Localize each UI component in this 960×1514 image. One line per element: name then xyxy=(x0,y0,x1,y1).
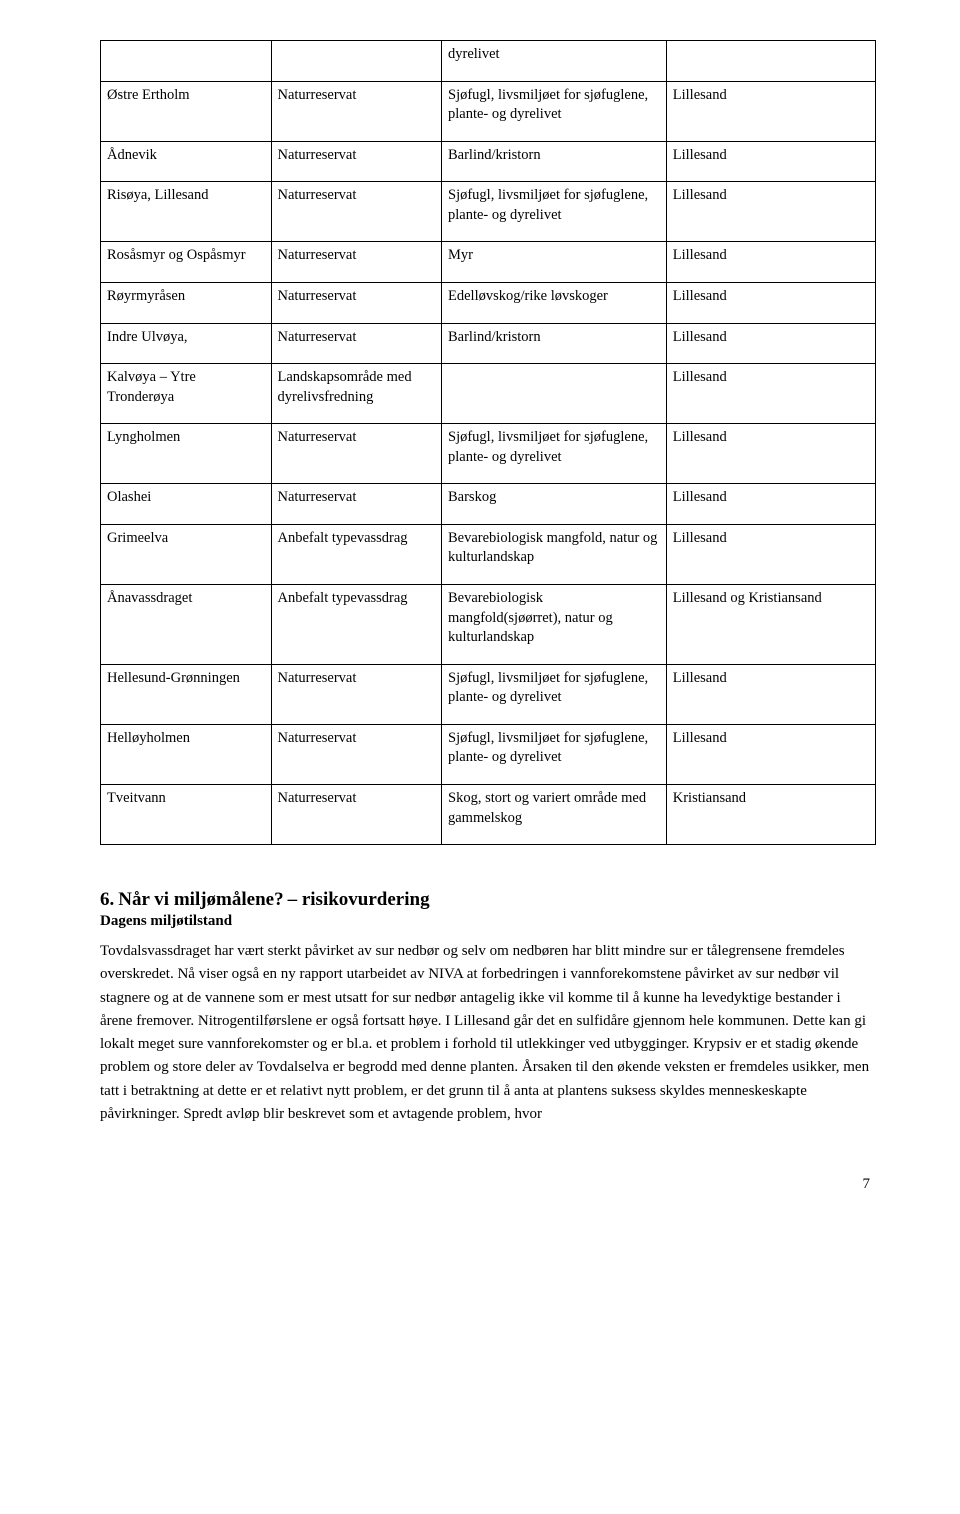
table-row: Kalvøya – Ytre TronderøyaLandskapsområde… xyxy=(101,364,876,424)
table-cell: Naturreservat xyxy=(271,664,442,724)
table-row: dyrelivet xyxy=(101,41,876,82)
table-cell: Lillesand xyxy=(666,724,875,784)
table-row: Hellesund-GrønningenNaturreservatSjøfugl… xyxy=(101,664,876,724)
table-row: Risøya, LillesandNaturreservatSjøfugl, l… xyxy=(101,182,876,242)
table-cell: Lillesand xyxy=(666,323,875,364)
table-cell: Lillesand xyxy=(666,141,875,182)
table-cell: Naturreservat xyxy=(271,323,442,364)
table-cell: Naturreservat xyxy=(271,282,442,323)
table-cell: Lillesand xyxy=(666,524,875,584)
table-cell: Olashei xyxy=(101,484,272,525)
table-row: TveitvannNaturreservatSkog, stort og var… xyxy=(101,784,876,844)
table-cell: Lillesand xyxy=(666,242,875,283)
table-cell: Kristiansand xyxy=(666,784,875,844)
table-cell: Indre Ulvøya, xyxy=(101,323,272,364)
table-cell: Rosåsmyr og Ospåsmyr xyxy=(101,242,272,283)
table-cell: Risøya, Lillesand xyxy=(101,182,272,242)
table-cell: Lillesand xyxy=(666,484,875,525)
table-row: RøyrmyråsenNaturreservatEdelløvskog/rike… xyxy=(101,282,876,323)
section-heading: 6. Når vi miljømålene? – risikovurdering xyxy=(100,889,876,911)
heading-number: 6. xyxy=(100,889,114,910)
table-cell: Skog, stort og variert område med gammel… xyxy=(442,784,667,844)
body-paragraph: Tovdalsvassdraget har vært sterkt påvirk… xyxy=(100,940,876,1126)
table-cell xyxy=(442,364,667,424)
table-cell xyxy=(271,41,442,82)
table-cell: Barskog xyxy=(442,484,667,525)
table-cell: Landskapsområde med dyrelivsfredning xyxy=(271,364,442,424)
table-cell: Lillesand xyxy=(666,282,875,323)
table-cell: Hellesund-Grønningen xyxy=(101,664,272,724)
table-cell: Røyrmyråsen xyxy=(101,282,272,323)
table-cell: Ånavassdraget xyxy=(101,585,272,665)
nature-reserves-table: dyrelivetØstre ErtholmNaturreservatSjøfu… xyxy=(100,40,876,845)
table-row: GrimeelvaAnbefalt typevassdragBevarebiol… xyxy=(101,524,876,584)
table-cell: Anbefalt typevassdrag xyxy=(271,524,442,584)
heading-title: Når vi miljømålene? xyxy=(118,889,283,910)
table-cell: Naturreservat xyxy=(271,81,442,141)
table-cell: Naturreservat xyxy=(271,724,442,784)
table-cell: Myr xyxy=(442,242,667,283)
table-row: Rosåsmyr og OspåsmyrNaturreservatMyrLill… xyxy=(101,242,876,283)
table-cell: Naturreservat xyxy=(271,182,442,242)
table-cell: Lillesand xyxy=(666,81,875,141)
table-cell: Bevarebiologisk mangfold, natur og kultu… xyxy=(442,524,667,584)
table-cell: Kalvøya – Ytre Tronderøya xyxy=(101,364,272,424)
table-cell: Lillesand xyxy=(666,364,875,424)
table-cell: Naturreservat xyxy=(271,242,442,283)
table-cell: Barlind/kristorn xyxy=(442,323,667,364)
table-row: HelløyholmenNaturreservatSjøfugl, livsmi… xyxy=(101,724,876,784)
table-cell: Naturreservat xyxy=(271,784,442,844)
subheading: Dagens miljøtilstand xyxy=(100,913,876,930)
table-cell: Tveitvann xyxy=(101,784,272,844)
table-cell: Edelløvskog/rike løvskoger xyxy=(442,282,667,323)
table-cell: Anbefalt typevassdrag xyxy=(271,585,442,665)
table-cell: Sjøfugl, livsmiljøet for sjøfuglene, pla… xyxy=(442,724,667,784)
table-row: Østre ErtholmNaturreservatSjøfugl, livsm… xyxy=(101,81,876,141)
table-cell: Lillesand xyxy=(666,664,875,724)
table-cell: Naturreservat xyxy=(271,141,442,182)
table-cell: Østre Ertholm xyxy=(101,81,272,141)
table-cell: Bevarebiologisk mangfold(sjøørret), natu… xyxy=(442,585,667,665)
table-cell xyxy=(101,41,272,82)
page-number: 7 xyxy=(100,1176,876,1193)
table-row: ÅnavassdragetAnbefalt typevassdragBevare… xyxy=(101,585,876,665)
table-row: OlasheiNaturreservatBarskogLillesand xyxy=(101,484,876,525)
page-container: dyrelivetØstre ErtholmNaturreservatSjøfu… xyxy=(0,0,960,1233)
table-cell: Lillesand xyxy=(666,424,875,484)
table-cell: Barlind/kristorn xyxy=(442,141,667,182)
table-row: ÅdnevikNaturreservatBarlind/kristornLill… xyxy=(101,141,876,182)
table-cell: Helløyholmen xyxy=(101,724,272,784)
table-cell: Naturreservat xyxy=(271,424,442,484)
heading-subtitle: – risikovurdering xyxy=(288,889,430,910)
table-cell: Sjøfugl, livsmiljøet for sjøfuglene, pla… xyxy=(442,81,667,141)
table-cell: Naturreservat xyxy=(271,484,442,525)
table-cell: Sjøfugl, livsmiljøet for sjøfuglene, pla… xyxy=(442,182,667,242)
table-cell: Sjøfugl, livsmiljøet for sjøfuglene, pla… xyxy=(442,424,667,484)
table-cell: Lillesand og Kristiansand xyxy=(666,585,875,665)
table-cell: Sjøfugl, livsmiljøet for sjøfuglene, pla… xyxy=(442,664,667,724)
table-cell: dyrelivet xyxy=(442,41,667,82)
table-cell: Grimeelva xyxy=(101,524,272,584)
table-cell xyxy=(666,41,875,82)
table-cell: Lillesand xyxy=(666,182,875,242)
table-row: Indre Ulvøya,NaturreservatBarlind/kristo… xyxy=(101,323,876,364)
table-cell: Lyngholmen xyxy=(101,424,272,484)
table-row: LyngholmenNaturreservatSjøfugl, livsmilj… xyxy=(101,424,876,484)
table-cell: Ådnevik xyxy=(101,141,272,182)
